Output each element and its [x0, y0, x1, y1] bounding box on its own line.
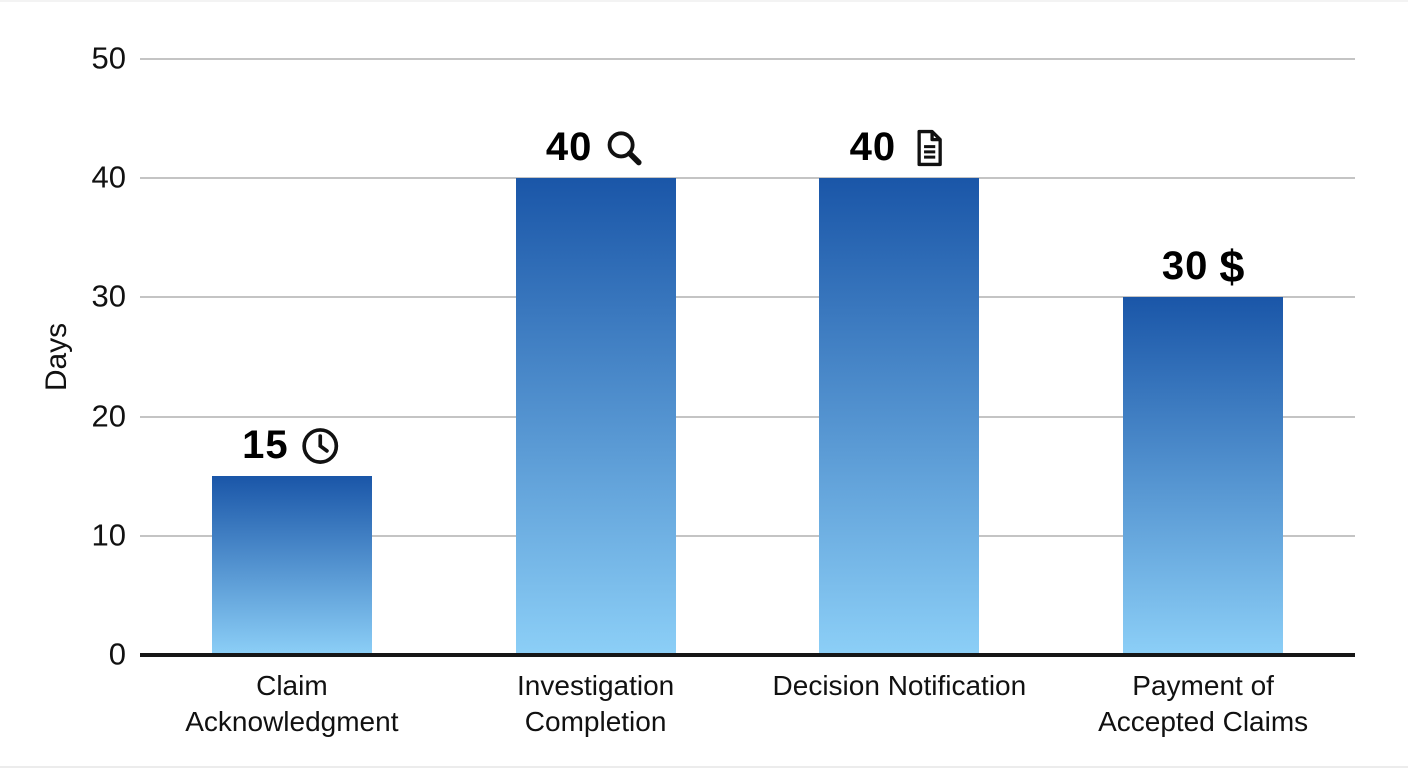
plot-area: 15 Claim Acknowledgment 40 Investigation…	[140, 58, 1355, 737]
dollar-icon: $	[1219, 241, 1245, 293]
bar-slots: 15 Claim Acknowledgment 40 Investigation…	[140, 59, 1355, 737]
y-axis-title: Days	[40, 322, 73, 392]
clock-icon	[300, 425, 342, 467]
category-label: Decision Notification	[772, 670, 1027, 701]
bar-value-label: 40	[850, 125, 950, 170]
y-tick-label: 30	[91, 278, 126, 314]
category-label: Claim Acknowledgment	[185, 670, 399, 737]
gridline	[140, 58, 1355, 60]
y-tick-label: 20	[91, 397, 126, 433]
bar	[211, 476, 372, 655]
y-tick-label: 10	[91, 517, 126, 553]
category-label: Investigation Completion	[517, 670, 675, 737]
y-tick-label: 50	[91, 40, 126, 76]
bar-value-label: 15	[242, 423, 342, 468]
bar	[819, 178, 980, 655]
bar	[515, 178, 676, 655]
bar-value: 40	[849, 125, 897, 170]
bar-value-label: 40	[546, 125, 646, 170]
bar-value: 30	[1161, 244, 1209, 289]
bar-slot: 30 $ Payment of Accepted Claims	[1051, 59, 1355, 737]
bottom-edge-divider	[0, 766, 1408, 768]
gridline	[140, 534, 1355, 537]
x-axis-line	[140, 653, 1355, 657]
gridline	[140, 296, 1355, 299]
document-icon	[907, 127, 949, 169]
gridline	[140, 415, 1355, 418]
bar-value-label: 30 $	[1162, 244, 1245, 289]
bar-slot: 15 Claim Acknowledgment	[140, 59, 444, 737]
top-edge-divider	[0, 0, 1408, 2]
bar	[1123, 297, 1284, 655]
magnifier-icon	[603, 127, 645, 169]
category-label: Payment of Accepted Claims	[1098, 670, 1309, 737]
y-tick-label: 40	[91, 159, 126, 195]
bar-slot: 40 Decision Notification	[748, 59, 1052, 701]
gridline	[140, 177, 1355, 180]
bar-slot: 40 Investigation Completion	[444, 59, 748, 737]
bar-value: 40	[545, 125, 593, 170]
y-tick-label: 0	[108, 636, 126, 672]
bar-value: 15	[242, 423, 289, 468]
